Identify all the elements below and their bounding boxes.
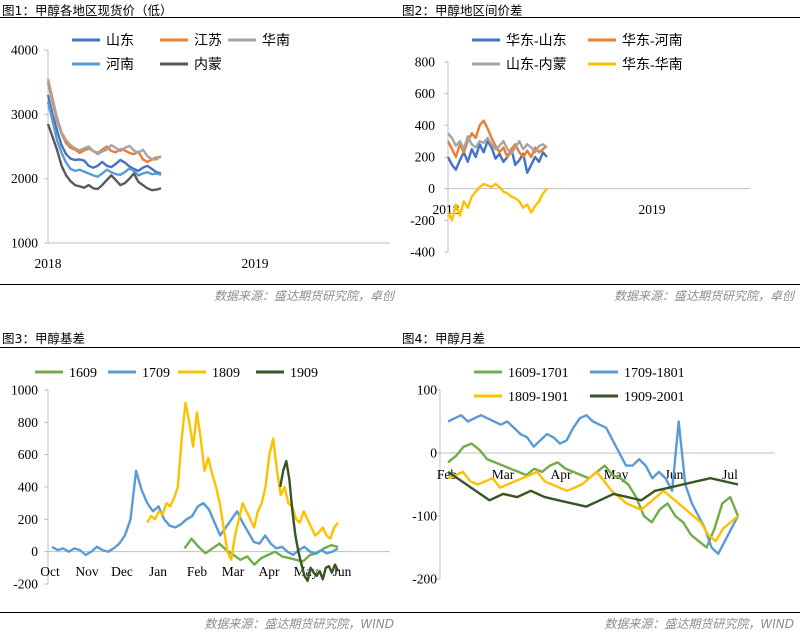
panel-4: 图4：甲醇月差 -200 -100 0 100 Feb Mar Apr May Jun Jul 16… — [400, 328, 800, 644]
x-tick-label: Feb — [437, 467, 458, 482]
legend-label: 1809-1901 — [508, 390, 569, 405]
chart-title: 图2：甲醇地区间价差 — [402, 3, 523, 18]
y-tick-label: 3000 — [11, 107, 38, 122]
legend-label: 华东-河南 — [622, 33, 683, 49]
chart-svg: -200 0 200 400 600 800 1000 Oct Nov Dec Jan Feb Mar A… — [11, 366, 390, 592]
legend-label: 山东-内蒙 — [506, 57, 567, 73]
source-note: 数据来源：盛达期货研究院，WIND — [204, 617, 394, 631]
series-line-1809 — [146, 401, 339, 561]
panel-1: 图1：甲醇各地区现货价（低） 1000 2000 3000 4000 2018 2019 山… — [0, 0, 400, 316]
y-tick-label: 1000 — [11, 383, 38, 398]
series-line-华东-华南 — [446, 182, 548, 222]
title-rule — [0, 17, 400, 18]
title-rule — [400, 347, 800, 348]
series-line-河南 — [46, 101, 162, 178]
y-tick-label: 0 — [428, 181, 435, 196]
source-note: 数据来源：盛达期货研究院，WIND — [604, 617, 794, 631]
legend-label: 1609-1701 — [508, 366, 569, 381]
series-line-1709-1801 — [447, 414, 740, 555]
y-tick-label: 200 — [18, 512, 39, 527]
x-tick-label: Mar — [222, 564, 245, 579]
legend-label: 华南 — [262, 33, 290, 49]
source-note: 数据来源：盛达期货研究院，卓创 — [613, 289, 794, 303]
y-tick-label: 0 — [430, 446, 437, 461]
legend-label: 1609 — [69, 366, 97, 381]
legend-label: 华东-华南 — [622, 57, 683, 73]
series-line-山东-内蒙 — [447, 132, 548, 155]
bottom-rule — [400, 284, 800, 285]
y-tick-label: -400 — [410, 245, 435, 260]
series-line-1909-2001 — [447, 470, 739, 508]
bottom-rule — [0, 612, 400, 613]
x-tick-label: Apr — [551, 467, 572, 482]
legend-label: 1909-2001 — [624, 390, 685, 405]
chart-title: 图1：甲醇各地区现货价（低） — [2, 3, 173, 18]
x-tick-label: Oct — [40, 564, 60, 579]
title-rule — [400, 17, 800, 18]
y-tick-label: -200 — [410, 213, 435, 228]
y-tick-label: 100 — [417, 383, 438, 398]
y-tick-label: 400 — [415, 118, 436, 133]
series-line-1709 — [51, 469, 339, 557]
x-tick-label: 2019 — [639, 202, 666, 217]
series-line-1809-1901 — [447, 470, 739, 543]
legend-label: 山东 — [106, 33, 134, 49]
series-line-1609-1701 — [447, 442, 740, 549]
series-line-华南 — [46, 78, 162, 161]
legend-label: 1709 — [142, 366, 170, 381]
y-tick-label: 4000 — [11, 43, 38, 58]
bottom-rule — [0, 284, 400, 285]
y-tick-label: -100 — [412, 509, 437, 524]
x-tick-label: May — [294, 564, 319, 579]
series-line-华东-山东 — [446, 140, 548, 174]
legend-label: 1709-1801 — [624, 366, 685, 381]
y-tick-label: -200 — [13, 577, 38, 592]
y-tick-label: 600 — [415, 86, 436, 101]
y-tick-label: 2000 — [11, 171, 38, 186]
legend-label: 华东-山东 — [506, 33, 567, 49]
source-note: 数据来源：盛达期货研究院，卓创 — [213, 289, 394, 303]
y-tick-label: 800 — [415, 55, 436, 70]
series-line-华东-河南 — [446, 119, 548, 159]
bottom-rule — [400, 612, 800, 613]
x-tick-label: Jan — [149, 564, 167, 579]
y-tick-label: 200 — [415, 150, 436, 165]
y-tick-label: 600 — [18, 447, 39, 462]
x-tick-label: 2019 — [242, 256, 269, 271]
series-line-内蒙 — [46, 123, 162, 192]
legend-label: 河南 — [106, 57, 134, 73]
series-line-1609 — [183, 537, 339, 566]
x-tick-label: 2018 — [35, 256, 62, 271]
y-tick-label: 800 — [18, 415, 39, 430]
y-tick-label: 0 — [31, 544, 38, 559]
x-tick-label: Mar — [492, 467, 515, 482]
panel-3: 图3：甲醇基差 -200 0 200 400 600 800 1000 Oct Nov Dec Ja… — [0, 328, 400, 644]
chart-title: 图3：甲醇基差 — [2, 331, 85, 346]
series-line-山东 — [46, 94, 162, 175]
x-tick-label: Jul — [722, 467, 738, 482]
title-rule — [0, 347, 400, 348]
legend-label: 1909 — [290, 366, 318, 381]
y-tick-label: 400 — [18, 480, 39, 495]
chart-title: 图4：甲醇月差 — [402, 331, 485, 346]
series-line-江苏 — [46, 81, 162, 164]
legend-label: 内蒙 — [194, 57, 222, 73]
y-tick-label: 1000 — [11, 236, 38, 251]
y-tick-label: -200 — [412, 572, 437, 587]
x-tick-label: Dec — [111, 564, 133, 579]
legend-label: 江苏 — [194, 33, 222, 49]
x-tick-label: Nov — [75, 564, 98, 579]
legend-label: 1809 — [212, 366, 240, 381]
x-tick-label: Feb — [187, 564, 208, 579]
panel-2: 图2：甲醇地区间价差 -400 -200 0 200 400 600 800 2018 2019… — [400, 0, 800, 316]
series-line-1909 — [279, 459, 340, 582]
x-tick-label: Apr — [259, 564, 280, 579]
